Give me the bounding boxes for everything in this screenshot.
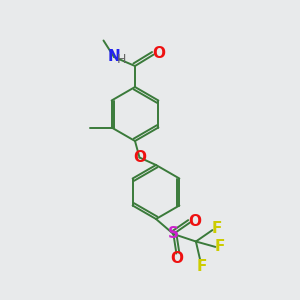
- Text: F: F: [197, 259, 207, 274]
- Text: O: O: [170, 251, 183, 266]
- Text: O: O: [188, 214, 201, 229]
- Text: O: O: [152, 46, 165, 61]
- Text: F: F: [215, 239, 225, 254]
- Text: F: F: [212, 221, 222, 236]
- Text: N: N: [108, 50, 120, 64]
- Text: S: S: [168, 226, 179, 242]
- Text: O: O: [133, 150, 146, 165]
- Text: H: H: [117, 53, 126, 67]
